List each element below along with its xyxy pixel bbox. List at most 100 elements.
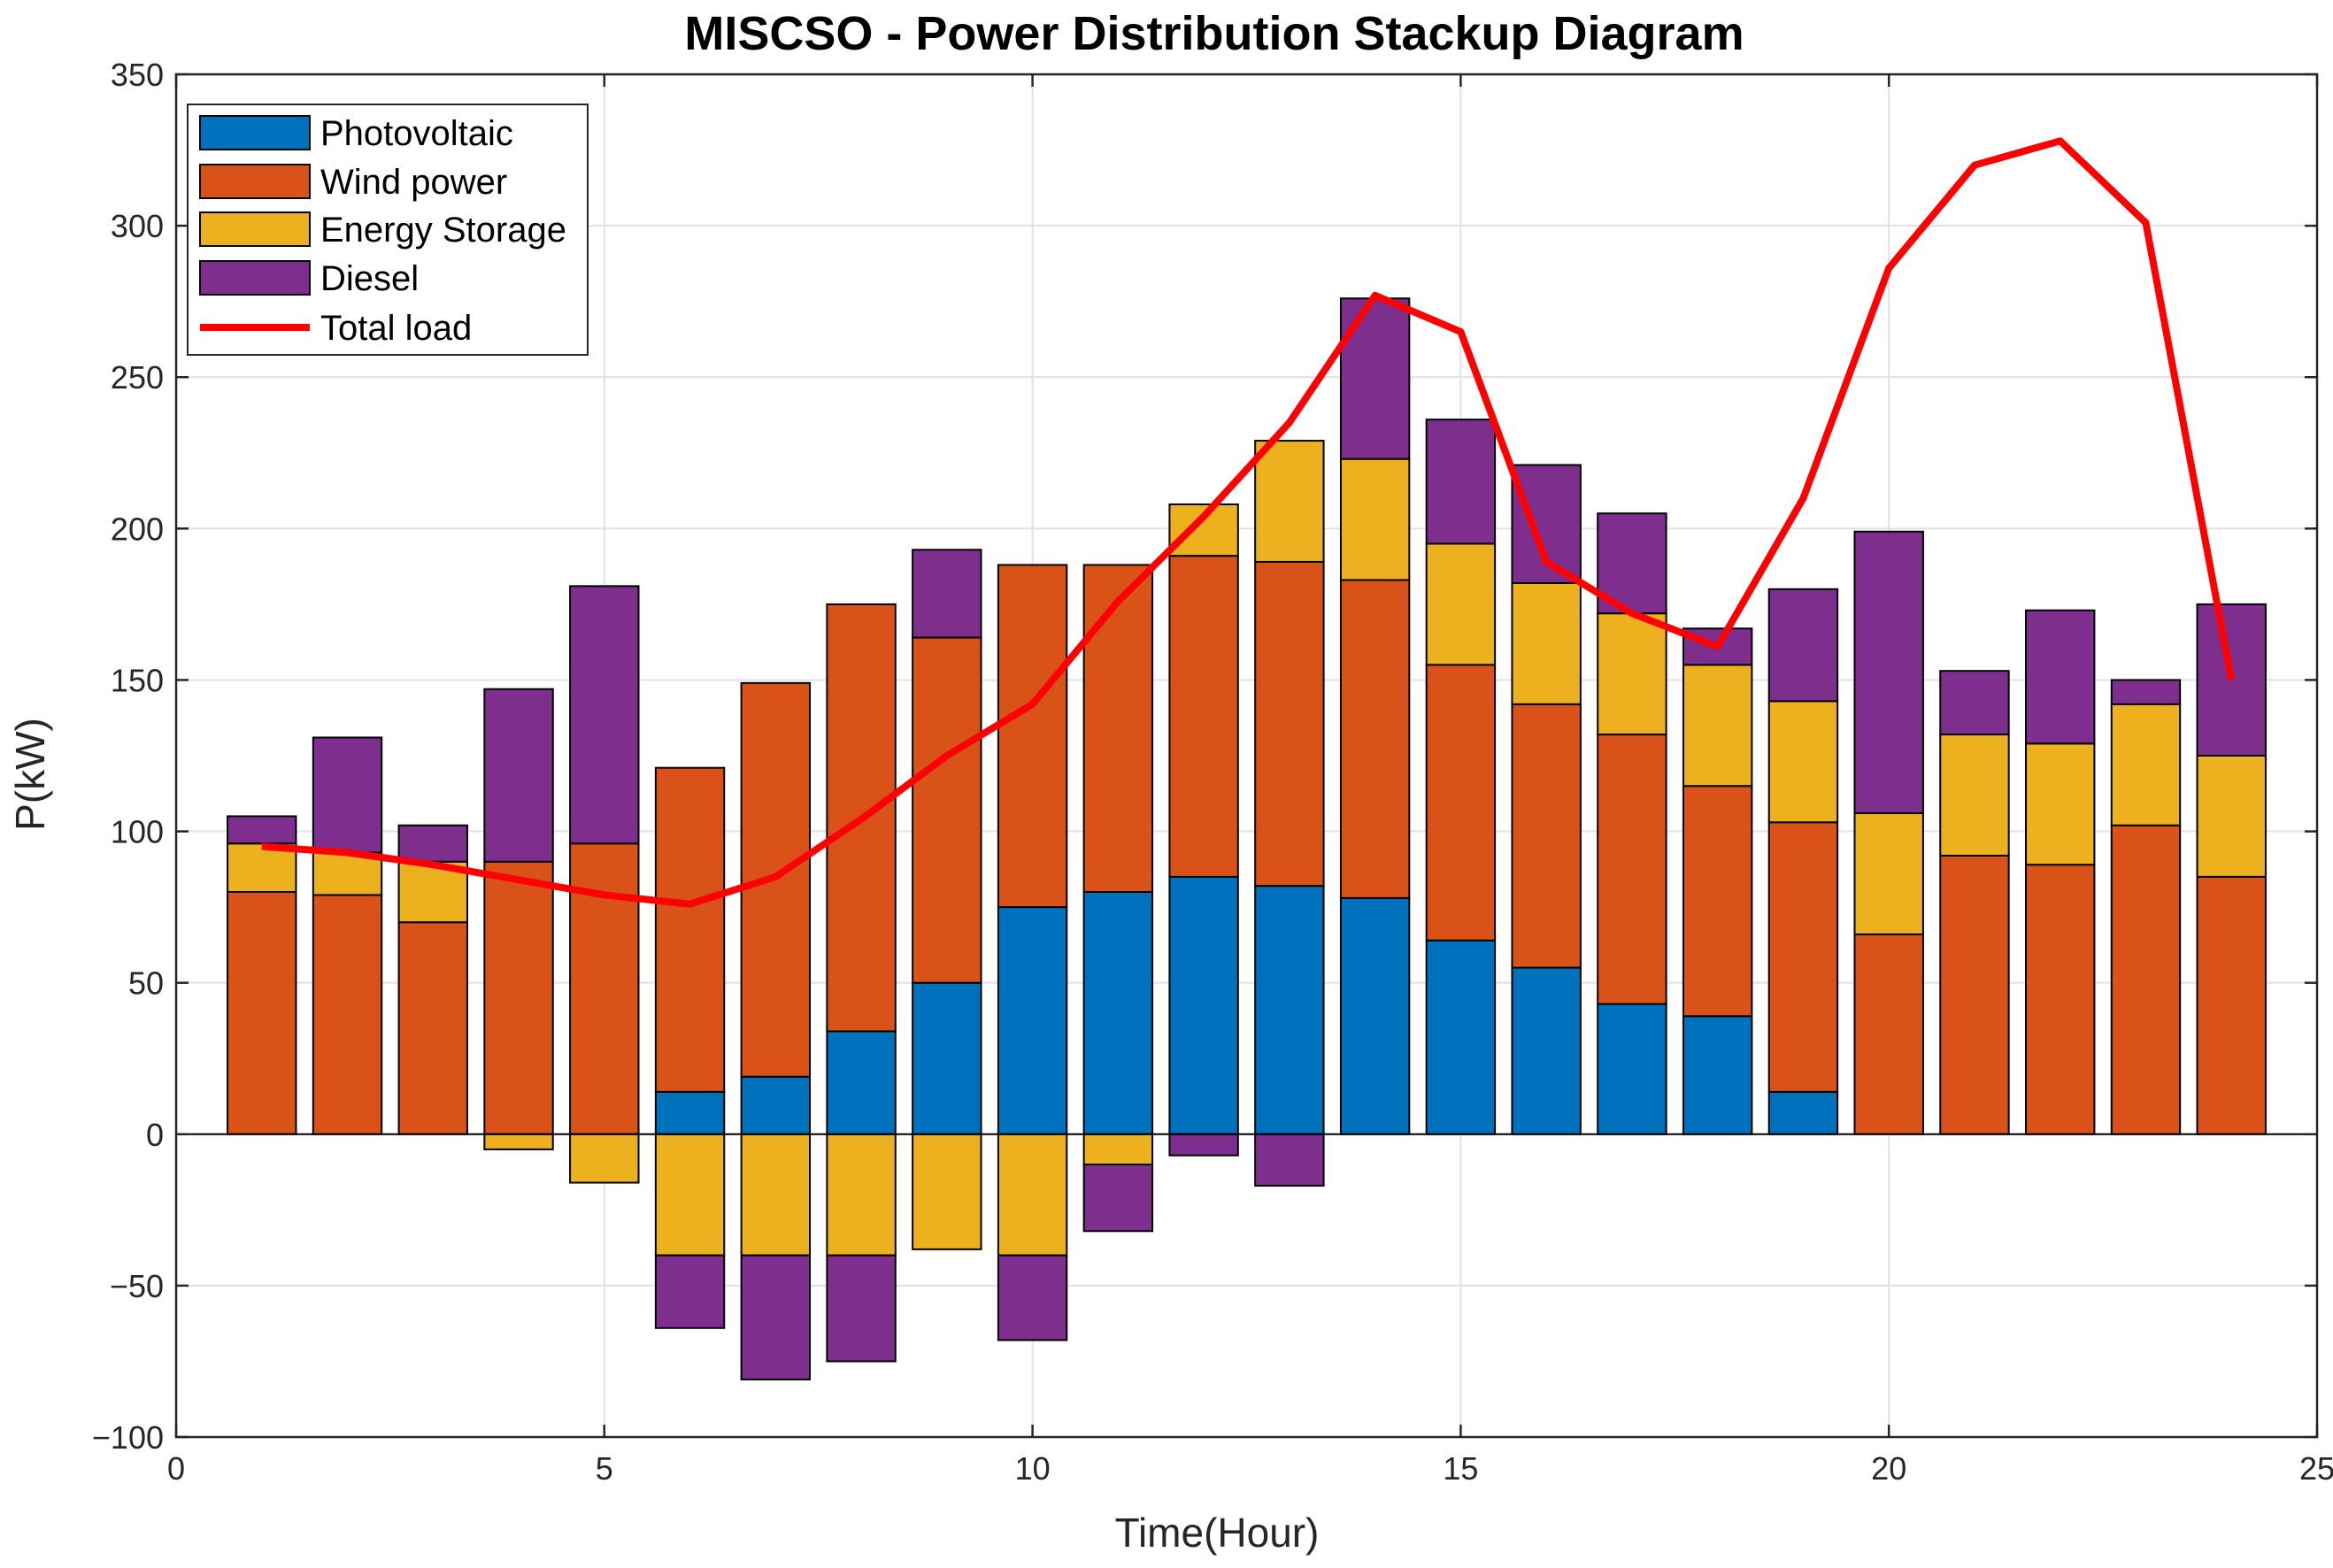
bar-energy-storage-hour-22 bbox=[2025, 742, 2096, 866]
y-tick-label: 300 bbox=[111, 208, 164, 244]
legend-label-diesel: Diesel bbox=[320, 259, 419, 298]
chart-title: MISCSO - Power Distribution Stackup Diag… bbox=[684, 7, 1744, 60]
bar-diesel-hour-3 bbox=[397, 824, 468, 863]
bar-energy-storage-hour-4 bbox=[483, 1133, 554, 1150]
axes-box bbox=[174, 73, 2319, 1439]
bar-diesel-hour-13 bbox=[1254, 1133, 1325, 1187]
bar-diesel-hour-20 bbox=[1853, 530, 1924, 815]
bar-diesel-hour-22 bbox=[2025, 609, 2096, 745]
bar-energy-storage-hour-13 bbox=[1254, 440, 1325, 563]
bar-photovoltaic-hour-6 bbox=[654, 1090, 726, 1135]
bar-diesel-hour-4 bbox=[483, 688, 554, 863]
bar-wind-power-hour-14 bbox=[1339, 579, 1411, 899]
bar-energy-storage-hour-18 bbox=[1682, 664, 1753, 788]
y-tick-label: −50 bbox=[110, 1268, 164, 1304]
y-tick-label: 50 bbox=[128, 965, 164, 1002]
legend-swatch-diesel bbox=[199, 260, 311, 296]
bar-photovoltaic-hour-11 bbox=[1082, 891, 1154, 1135]
bar-wind-power-hour-9 bbox=[912, 636, 982, 984]
bar-wind-power-hour-11 bbox=[1082, 564, 1154, 894]
y-tick-label: −100 bbox=[92, 1419, 164, 1456]
bar-energy-storage-hour-19 bbox=[1767, 700, 1839, 824]
bar-diesel-hour-6 bbox=[654, 1254, 726, 1329]
bar-photovoltaic-hour-17 bbox=[1597, 1003, 1667, 1135]
bar-energy-storage-hour-14 bbox=[1339, 457, 1411, 581]
bar-wind-power-hour-15 bbox=[1425, 664, 1497, 942]
y-axis-title: P(kW) bbox=[7, 718, 53, 831]
bar-wind-power-hour-3 bbox=[397, 921, 468, 1135]
legend-swatch-energy-storage bbox=[199, 211, 311, 247]
x-axis-title: Time(Hour) bbox=[1115, 1510, 1320, 1556]
bar-energy-storage-hour-17 bbox=[1597, 612, 1667, 736]
x-tick-label: 0 bbox=[167, 1450, 185, 1487]
bar-diesel-hour-11 bbox=[1082, 1164, 1154, 1233]
bar-photovoltaic-hour-8 bbox=[826, 1030, 897, 1135]
legend-label-total-load: Total load bbox=[320, 309, 472, 348]
bar-diesel-hour-5 bbox=[569, 585, 640, 845]
bar-wind-power-hour-5 bbox=[569, 842, 640, 1135]
bar-photovoltaic-hour-15 bbox=[1425, 939, 1497, 1135]
bar-photovoltaic-hour-13 bbox=[1254, 885, 1325, 1135]
bar-photovoltaic-hour-10 bbox=[997, 906, 1068, 1135]
total-load-line bbox=[261, 137, 2236, 908]
legend: Photovoltaic Wind power Energy Storage D… bbox=[187, 104, 589, 356]
bar-wind-power-hour-22 bbox=[2025, 864, 2096, 1135]
y-tick-label: 250 bbox=[111, 359, 164, 396]
bar-wind-power-hour-18 bbox=[1682, 785, 1753, 1018]
bar-diesel-hour-7 bbox=[740, 1254, 812, 1380]
x-tick-label: 15 bbox=[1443, 1450, 1478, 1487]
bar-photovoltaic-hour-16 bbox=[1511, 966, 1582, 1135]
bar-wind-power-hour-13 bbox=[1254, 560, 1325, 888]
bar-wind-power-hour-21 bbox=[1939, 854, 2010, 1135]
bar-wind-power-hour-20 bbox=[1853, 933, 1924, 1135]
bar-diesel-hour-12 bbox=[1168, 1133, 1239, 1157]
bar-diesel-hour-1 bbox=[227, 815, 297, 845]
bar-diesel-hour-19 bbox=[1767, 588, 1839, 703]
bar-wind-power-hour-6 bbox=[654, 766, 726, 1093]
y-tick-label: 150 bbox=[111, 662, 164, 698]
y-tick-label: 200 bbox=[111, 511, 164, 547]
bar-wind-power-hour-17 bbox=[1597, 734, 1667, 1005]
bar-energy-storage-hour-23 bbox=[2110, 703, 2182, 826]
y-tick-label: 350 bbox=[111, 57, 164, 93]
bar-diesel-hour-9 bbox=[912, 549, 982, 639]
bar-energy-storage-hour-15 bbox=[1425, 542, 1497, 666]
x-tick-label: 5 bbox=[596, 1450, 613, 1487]
bar-photovoltaic-hour-18 bbox=[1682, 1015, 1753, 1135]
bar-photovoltaic-hour-9 bbox=[912, 981, 982, 1135]
bar-diesel-hour-2 bbox=[312, 736, 383, 854]
bar-energy-storage-hour-5 bbox=[569, 1133, 640, 1184]
bar-energy-storage-hour-16 bbox=[1511, 581, 1582, 705]
bar-energy-storage-hour-6 bbox=[654, 1133, 726, 1257]
legend-label-photovoltaic: Photovoltaic bbox=[320, 114, 513, 153]
bar-photovoltaic-hour-19 bbox=[1767, 1090, 1839, 1135]
bar-energy-storage-hour-7 bbox=[740, 1133, 812, 1257]
x-tick-label: 10 bbox=[1015, 1450, 1051, 1487]
bar-diesel-hour-14 bbox=[1339, 297, 1411, 460]
bar-wind-power-hour-12 bbox=[1168, 555, 1239, 878]
bar-energy-storage-hour-21 bbox=[1939, 734, 2010, 857]
legend-label-wind-power: Wind power bbox=[320, 163, 507, 202]
bar-diesel-hour-21 bbox=[1939, 670, 2010, 736]
bar-energy-storage-hour-9 bbox=[912, 1133, 982, 1250]
bar-diesel-hour-8 bbox=[826, 1254, 897, 1363]
bar-energy-storage-hour-20 bbox=[1853, 812, 1924, 935]
axis-ticks: 0 5 10 15 20 25 −100 −50 0 50 100 150 200 250 300 350 bbox=[92, 57, 2333, 1487]
bar-wind-power-hour-24 bbox=[2196, 875, 2267, 1135]
legend-label-energy-storage: Energy Storage bbox=[320, 211, 566, 250]
bar-photovoltaic-hour-7 bbox=[740, 1075, 812, 1135]
bar-wind-power-hour-10 bbox=[997, 564, 1068, 909]
bar-wind-power-hour-23 bbox=[2110, 824, 2182, 1135]
y-tick-label: 100 bbox=[111, 814, 164, 850]
bar-wind-power-hour-19 bbox=[1767, 821, 1839, 1093]
bar-energy-storage-hour-2 bbox=[312, 851, 383, 896]
y-tick-label: 0 bbox=[146, 1117, 164, 1153]
bar-wind-power-hour-1 bbox=[227, 891, 297, 1135]
bar-energy-storage-hour-11 bbox=[1082, 1133, 1154, 1166]
bar-photovoltaic-hour-14 bbox=[1339, 896, 1411, 1135]
bar-wind-power-hour-2 bbox=[312, 894, 383, 1135]
legend-swatch-wind-power bbox=[199, 164, 311, 199]
bar-photovoltaic-hour-12 bbox=[1168, 875, 1239, 1135]
bar-energy-storage-hour-24 bbox=[2196, 755, 2267, 878]
